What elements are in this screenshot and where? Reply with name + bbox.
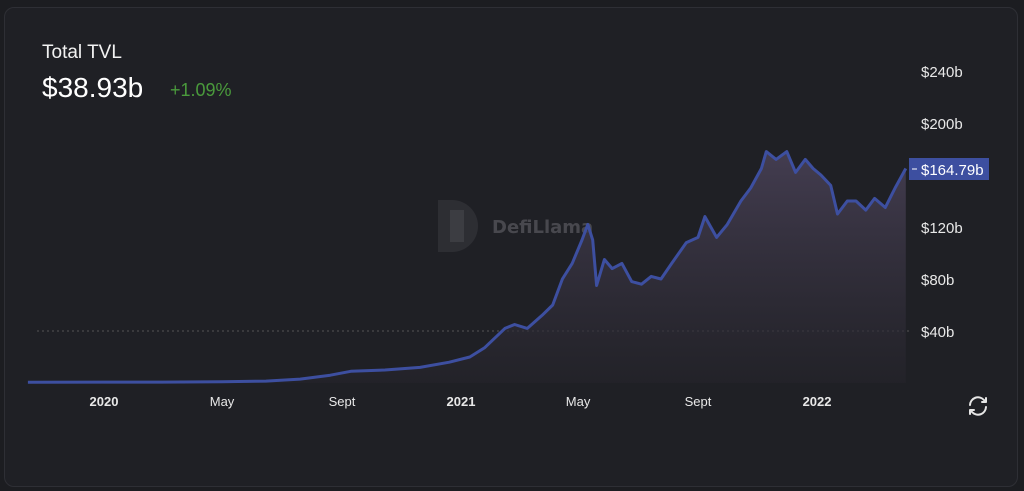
tvl-area	[27, 151, 906, 383]
x-tick-label: Sept	[329, 394, 356, 409]
current-value-label: $164.79b	[909, 158, 989, 180]
x-tick-label: Sept	[685, 394, 712, 409]
x-tick-label: 2020	[90, 394, 119, 409]
y-tick-label: $40b	[921, 324, 954, 341]
x-tick-label: 2021	[447, 394, 476, 409]
refresh-icon[interactable]	[966, 394, 990, 418]
tvl-value: $38.93b	[42, 72, 144, 103]
y-tick-label: $240b	[921, 64, 963, 81]
current-value-text: $164.79b	[921, 162, 984, 179]
tvl-line	[27, 150, 908, 384]
tvl-change: +1.09%	[170, 80, 232, 100]
defillama-watermark: DefiLlama	[438, 200, 593, 252]
y-tick-label: $80b	[921, 272, 954, 289]
x-tick-label: May	[566, 394, 591, 409]
x-tick-label: 2022	[803, 394, 832, 409]
watermark-text: DefiLlama	[492, 217, 593, 238]
y-tick-label: $200b	[921, 116, 963, 133]
x-tick-label: May	[210, 394, 235, 409]
y-tick-label: $120b	[921, 220, 963, 237]
chart-title: Total TVL	[42, 42, 122, 63]
